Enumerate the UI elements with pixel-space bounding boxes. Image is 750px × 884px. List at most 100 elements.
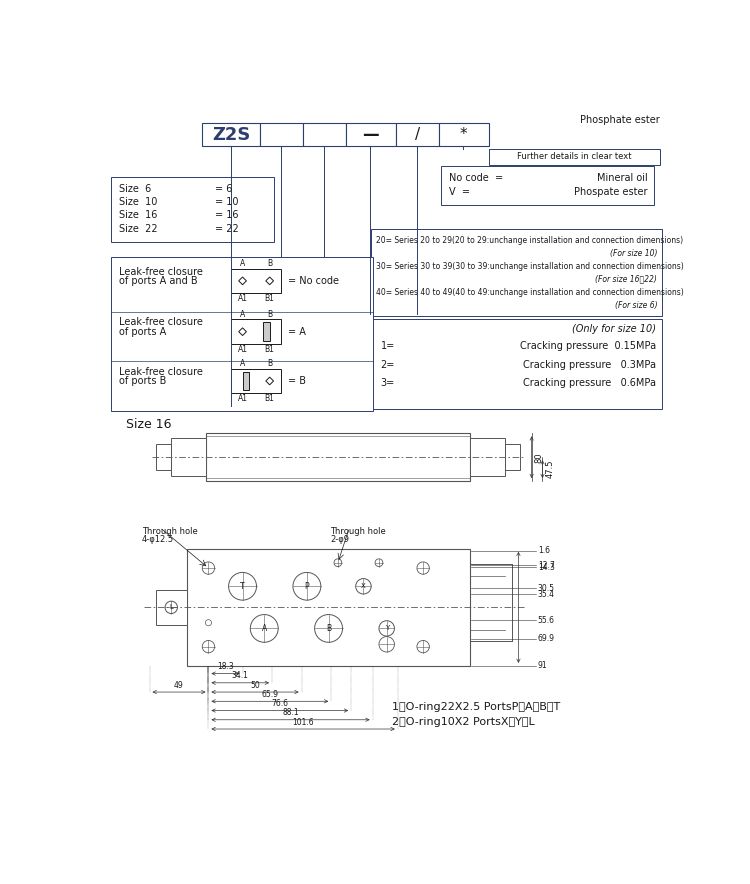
Text: B: B — [267, 259, 272, 268]
Text: = 6: = 6 — [215, 184, 232, 194]
Bar — [371, 229, 662, 316]
Text: Size 16: Size 16 — [126, 418, 172, 431]
Text: 49: 49 — [174, 681, 184, 690]
Text: B1: B1 — [265, 345, 274, 354]
Text: = 22: = 22 — [215, 224, 239, 233]
Text: X: X — [361, 583, 366, 590]
Text: A: A — [240, 309, 245, 318]
Bar — [260, 123, 303, 146]
Bar — [111, 177, 274, 242]
Text: L: L — [170, 605, 173, 610]
Text: 20= Series 20 to 29(20 to 29:unchange installation and connection dimensions): 20= Series 20 to 29(20 to 29:unchange in… — [376, 235, 683, 245]
Text: 30= Series 30 to 39(30 to 39:unchange installation and connection dimensions): 30= Series 30 to 39(30 to 39:unchange in… — [376, 262, 683, 271]
Text: 35.4: 35.4 — [538, 590, 555, 598]
Bar — [187, 549, 470, 666]
Text: Cracking pressure  0.15MPa: Cracking pressure 0.15MPa — [520, 341, 656, 351]
Text: Cracking pressure   0.6MPa: Cracking pressure 0.6MPa — [523, 378, 656, 388]
Bar — [171, 438, 206, 476]
Text: (For size 16、22): (For size 16、22) — [596, 275, 657, 284]
Text: Cracking pressure   0.3MPa: Cracking pressure 0.3MPa — [523, 360, 656, 370]
Text: (For size 6): (For size 6) — [614, 301, 657, 310]
Text: No code  =: No code = — [448, 173, 503, 184]
Text: A: A — [262, 624, 267, 633]
Text: 2-φ9: 2-φ9 — [330, 535, 349, 544]
Text: V  =: V = — [448, 187, 470, 197]
Text: 1.6: 1.6 — [538, 546, 550, 555]
Bar — [111, 257, 373, 411]
Text: A1: A1 — [238, 294, 248, 303]
Text: B: B — [326, 624, 332, 633]
Text: 50: 50 — [251, 681, 260, 690]
Bar — [303, 123, 346, 146]
Text: of ports A: of ports A — [118, 327, 166, 337]
Text: = 16: = 16 — [215, 210, 239, 220]
Text: 40= Series 40 to 49(40 to 49:unchange installation and connection dimensions): 40= Series 40 to 49(40 to 49:unchange in… — [376, 288, 683, 297]
Bar — [439, 123, 489, 146]
Text: 30.5: 30.5 — [538, 583, 555, 592]
Text: Through hole: Through hole — [330, 527, 386, 536]
Text: 55.6: 55.6 — [538, 616, 555, 625]
Text: Size  6: Size 6 — [118, 184, 151, 194]
Bar — [371, 318, 662, 409]
Bar — [470, 438, 505, 476]
Bar — [206, 433, 470, 481]
Text: B: B — [267, 309, 272, 318]
Bar — [231, 269, 281, 293]
Text: 12.7: 12.7 — [538, 560, 554, 569]
Text: Further details in clear text: Further details in clear text — [517, 152, 632, 162]
Text: 65.9: 65.9 — [261, 690, 278, 699]
Text: —: — — [362, 126, 379, 143]
Text: 2、O-ring10X2 PortsX、Y、L: 2、O-ring10X2 PortsX、Y、L — [392, 717, 535, 727]
Text: 101.6: 101.6 — [292, 718, 314, 727]
Bar — [242, 372, 249, 390]
Bar — [346, 123, 396, 146]
Bar — [505, 444, 520, 470]
Text: = 10: = 10 — [215, 197, 239, 208]
Text: 14.3: 14.3 — [538, 563, 555, 572]
Bar — [396, 123, 439, 146]
Bar — [156, 590, 187, 625]
Text: 3=: 3= — [380, 378, 394, 388]
Text: of ports A and B: of ports A and B — [118, 276, 197, 286]
Text: B: B — [267, 359, 272, 368]
Text: *: * — [460, 127, 468, 142]
Bar — [263, 323, 270, 341]
Bar — [231, 369, 281, 393]
Bar — [156, 444, 171, 470]
Text: Leak-free closure: Leak-free closure — [118, 367, 202, 377]
Text: 47.5: 47.5 — [545, 460, 554, 478]
Text: Size  22: Size 22 — [118, 224, 158, 233]
Text: 76.6: 76.6 — [272, 699, 288, 708]
Text: Size  16: Size 16 — [118, 210, 157, 220]
Text: Through hole: Through hole — [142, 527, 197, 536]
Text: /: / — [415, 127, 420, 142]
Text: 4-φ12.5: 4-φ12.5 — [142, 535, 174, 544]
Text: Phospate ester: Phospate ester — [574, 187, 648, 197]
Text: (For size 10): (For size 10) — [610, 248, 657, 257]
Text: 91: 91 — [538, 661, 548, 670]
Text: Mineral oil: Mineral oil — [597, 173, 648, 184]
Text: B1: B1 — [265, 294, 274, 303]
Text: Leak-free closure: Leak-free closure — [118, 267, 202, 277]
Text: P: P — [304, 582, 309, 591]
Text: 80: 80 — [535, 452, 544, 462]
Text: A1: A1 — [238, 394, 248, 403]
Bar — [202, 123, 260, 146]
Text: = A: = A — [287, 327, 305, 337]
Text: 88.1: 88.1 — [282, 708, 298, 718]
Text: Size  10: Size 10 — [118, 197, 157, 208]
Text: 2=: 2= — [380, 360, 394, 370]
Bar — [489, 149, 659, 164]
Text: T: T — [240, 582, 244, 591]
Text: = No code: = No code — [287, 276, 338, 286]
Text: 18.3: 18.3 — [217, 662, 234, 671]
Text: of ports B: of ports B — [118, 376, 166, 386]
Text: A1: A1 — [238, 345, 248, 354]
Bar — [231, 319, 281, 344]
Text: A: A — [240, 359, 245, 368]
Bar — [441, 166, 654, 204]
Text: 1、O-ring22X2.5 PortsP、A、B、T: 1、O-ring22X2.5 PortsP、A、B、T — [392, 702, 560, 712]
Text: 69.9: 69.9 — [538, 634, 555, 644]
Text: Y: Y — [385, 625, 388, 631]
Text: 1=: 1= — [380, 341, 394, 351]
